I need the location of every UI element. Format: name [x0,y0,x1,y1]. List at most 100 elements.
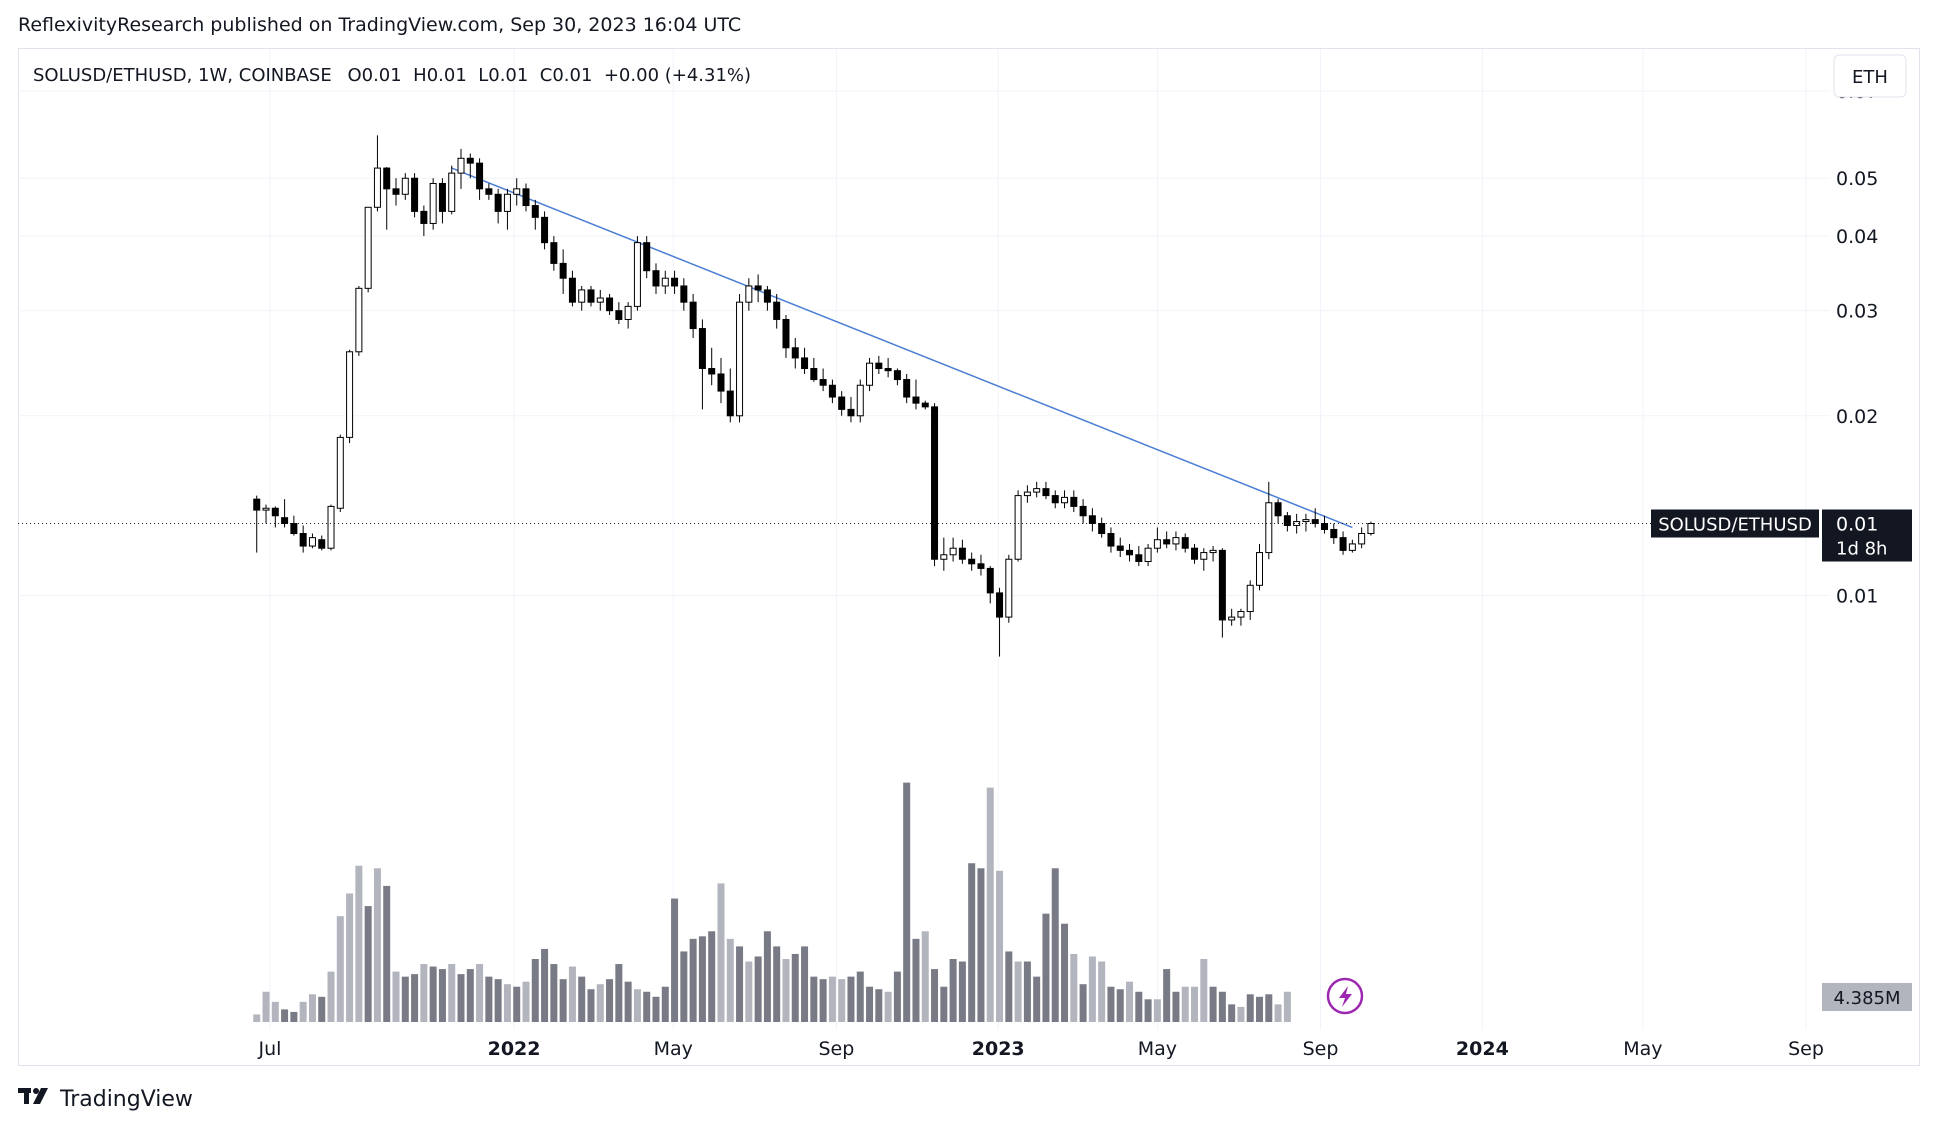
candle[interactable] [1293,513,1301,534]
volume-bar[interactable] [383,885,391,1022]
volume-bar[interactable] [717,883,725,1022]
volume-bar[interactable] [541,948,549,1022]
volume-bar[interactable] [615,964,623,1022]
candle[interactable] [726,368,734,423]
volume-bar[interactable] [1228,1004,1236,1022]
candle[interactable] [810,357,818,382]
candle[interactable] [411,173,419,218]
volume-bar[interactable] [1126,981,1134,1022]
candle[interactable] [1265,481,1273,560]
candle[interactable] [633,236,641,311]
volume-bar[interactable] [1283,991,1291,1022]
candle[interactable] [736,293,744,423]
candle[interactable] [494,188,502,224]
candle[interactable] [457,148,465,189]
volume-bar[interactable] [1042,913,1050,1022]
candle[interactable] [531,199,539,230]
volume-bar[interactable] [253,1014,261,1022]
volume-bar[interactable] [661,986,669,1022]
candle[interactable] [429,178,437,230]
volume-bar[interactable] [1098,961,1106,1022]
volume-bar[interactable] [754,956,762,1022]
candle[interactable] [819,368,827,392]
volume-bar[interactable] [912,938,920,1022]
candle[interactable] [968,552,976,571]
candle[interactable] [1321,515,1329,534]
candle[interactable] [281,499,289,528]
candle[interactable] [559,249,567,294]
volume-bar[interactable] [1051,868,1059,1022]
candle[interactable] [476,158,484,200]
volume-bar[interactable] [801,946,809,1022]
volume-bar[interactable] [1218,991,1226,1022]
candle[interactable] [448,165,456,215]
candle[interactable] [838,391,846,416]
candle[interactable] [986,566,994,604]
volume-bar[interactable] [262,991,270,1022]
volume-bar[interactable] [828,976,836,1022]
candle[interactable] [643,236,651,279]
price-axis-label[interactable]: 0.01 1d 8h [1822,509,1912,562]
candle[interactable] [578,285,586,311]
volume-bar[interactable] [494,979,502,1022]
candle[interactable] [940,537,948,571]
candle[interactable] [912,379,920,410]
chart-frame[interactable] [18,48,1920,1066]
volume-bar[interactable] [736,946,744,1022]
volume-bar[interactable] [1153,999,1161,1022]
candle[interactable] [884,357,892,378]
volume-bar[interactable] [773,946,781,1022]
symbol-price-label[interactable]: SOLUSD/ETHUSD [1651,509,1819,538]
candle[interactable] [1191,543,1199,564]
volume-bar[interactable] [708,931,716,1022]
candle[interactable] [1042,481,1050,500]
volume-bar[interactable] [680,951,688,1022]
volume-bar[interactable] [308,994,316,1022]
volume-bar[interactable] [1005,951,1013,1022]
candle[interactable] [485,183,493,200]
candle[interactable] [1135,546,1143,567]
candle[interactable] [773,293,781,329]
candle[interactable] [921,400,929,410]
volume-bar[interactable] [1144,999,1152,1022]
candle[interactable] [1181,533,1189,553]
volume-bar[interactable] [466,969,474,1022]
volume-bar[interactable] [1209,986,1217,1022]
volume-bar[interactable] [448,964,456,1022]
volume-bar[interactable] [875,989,883,1022]
volume-bar[interactable] [559,979,567,1022]
candle[interactable] [327,504,335,551]
candle[interactable] [1283,511,1291,532]
candle[interactable] [1302,513,1310,532]
volume-bar[interactable] [271,1001,279,1022]
volume-bar[interactable] [1265,994,1273,1022]
candle[interactable] [299,525,307,553]
volume-bar[interactable] [355,865,363,1022]
candle[interactable] [262,504,270,524]
candle[interactable] [763,285,771,311]
candle[interactable] [513,178,521,206]
volume-bar[interactable] [1181,986,1189,1022]
candle[interactable] [1218,548,1226,638]
volume-bar[interactable] [1023,961,1031,1022]
candle[interactable] [541,211,549,250]
candle[interactable] [1070,490,1078,512]
volume-bar[interactable] [290,1011,298,1022]
volume-bar[interactable] [411,974,419,1022]
volume-bar[interactable] [318,996,326,1022]
volume-bar[interactable] [1246,994,1254,1022]
volume-bar[interactable] [791,953,799,1022]
volume-bar[interactable] [1116,989,1124,1022]
volume-bar[interactable] [819,979,827,1022]
candle[interactable] [652,263,660,294]
volume-bar[interactable] [299,1001,307,1022]
candle[interactable] [1153,527,1161,553]
candle[interactable] [754,274,762,303]
volume-bar[interactable] [438,969,446,1022]
volume-bar[interactable] [1200,959,1208,1022]
candle[interactable] [1228,608,1236,626]
lightning-icon[interactable] [1326,977,1364,1015]
volume-bar[interactable] [1163,969,1171,1022]
volume-bar[interactable] [958,961,966,1022]
candle[interactable] [466,153,474,179]
